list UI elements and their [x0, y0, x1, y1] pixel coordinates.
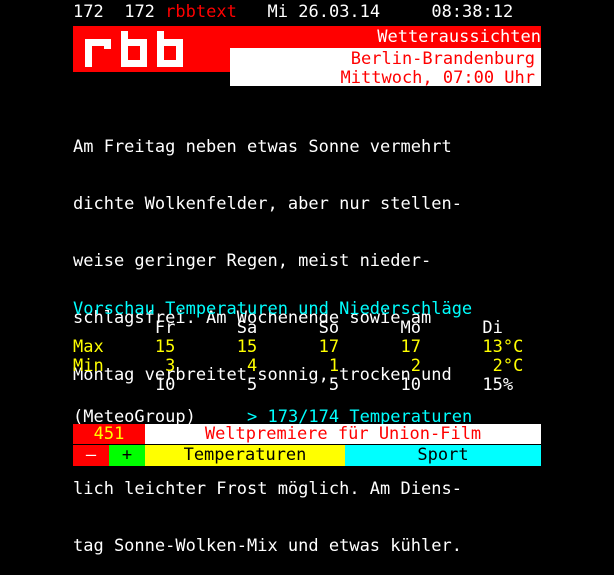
table-header-row: Fr Sa So Mo Di [73, 318, 503, 338]
status-bar: 172 172 rbbtext Mi 26.03.14 08:38:12 [73, 3, 513, 23]
newsflash-page-badge[interactable]: 451 [73, 424, 145, 444]
related-pages-link[interactable]: > 173/174 Temperaturen [247, 407, 473, 427]
table-row-min: Min 3 4 1 2 2°C [73, 356, 524, 376]
newsflash-headline: Weltpremiere für Union-Film [204, 424, 482, 444]
nav-prev-button[interactable]: – [73, 445, 109, 466]
nav-temperatures-button[interactable]: Temperaturen [145, 445, 345, 466]
header-issued-time: Mittwoch, 07:00 Uhr [340, 68, 535, 88]
header-white-box [230, 48, 541, 86]
body-line: weise geringer Regen, meist nieder- [73, 251, 432, 271]
rbb-logo [85, 31, 183, 67]
body-line: dichte Wolkenfelder, aber nur stellen- [73, 194, 462, 214]
status-clock: 08:38:12 [431, 2, 514, 22]
forecast-table: Fr Sa So Mo Di Max 15 15 17 17 13°C Min … [73, 319, 523, 395]
subpage-number: 172 [124, 2, 155, 22]
newsflash-bar[interactable]: 451 Weltpremiere für Union-Film [73, 424, 541, 444]
bottom-nav-bar: – + Temperaturen Sport [73, 445, 541, 466]
status-date: Mi 26.03.14 [267, 2, 381, 22]
data-source-label: (MeteoGroup) [73, 407, 196, 427]
body-line: tag Sonne-Wolken-Mix und etwas kühler. [73, 536, 462, 556]
nav-next-button[interactable]: + [109, 445, 145, 466]
body-line: lich leichter Frost möglich. Am Diens- [73, 479, 462, 499]
body-line: schlagsfrei. Am Wochenende sowie am [73, 308, 432, 328]
newsflash-page-number: 451 [93, 424, 125, 444]
service-name: rbbtext [165, 2, 237, 22]
table-row-max: Max 15 15 17 17 13°C [73, 337, 524, 357]
page-number: 172 [73, 2, 104, 22]
body-line: Am Freitag neben etwas Sonne vermehrt [73, 137, 452, 157]
header-title: Wetteraussichten [377, 27, 541, 47]
footer-link-row: (MeteoGroup) > 173/174 Temperaturen [73, 408, 472, 427]
forecast-table-title: Vorschau Temperaturen und Niederschläge [73, 299, 473, 319]
nav-sport-button[interactable]: Sport [345, 445, 541, 466]
body-line: Montag verbreitet sonnig, trocken und [73, 365, 452, 385]
table-row-precipitation: 10 5 5 10 15% [73, 375, 514, 395]
header-region: Berlin-Brandenburg [350, 49, 535, 69]
